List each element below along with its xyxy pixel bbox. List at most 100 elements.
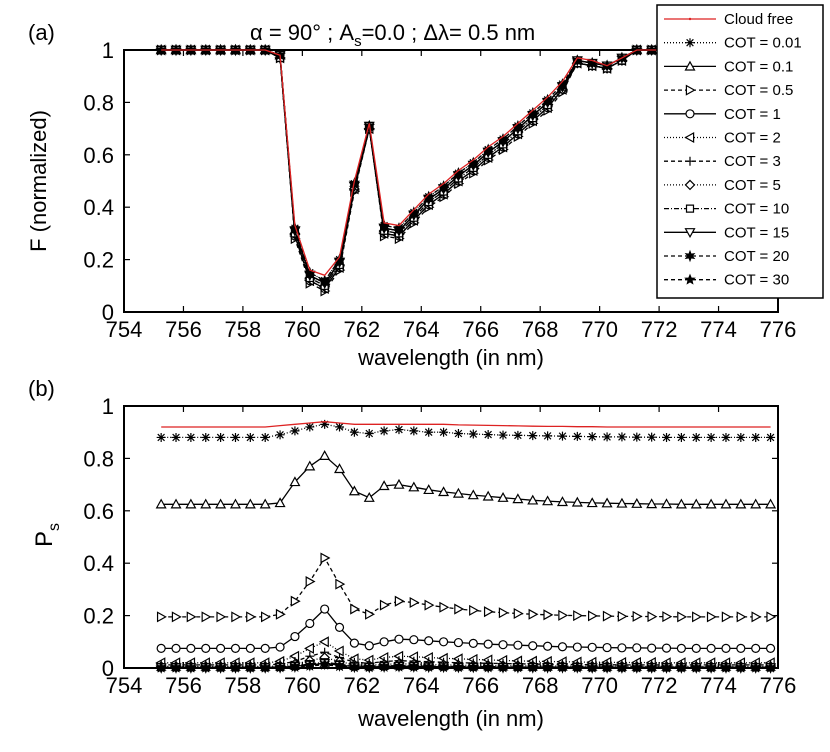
panel-b-point-cot-0-1 xyxy=(631,497,643,508)
panel-b-point-cot-0-01 xyxy=(216,432,226,442)
panel-b-point-cot-0-1 xyxy=(661,498,673,509)
panel-b-point-cot-0-01 xyxy=(468,429,478,439)
panel-b-point-cot-1 xyxy=(676,643,686,653)
panel-b-point-cot-1 xyxy=(528,641,538,651)
panel-b-point-cot-30 xyxy=(422,660,435,672)
panel-b-line-cloud-free xyxy=(161,421,771,428)
panel-b-xtick-label: 754 xyxy=(106,673,143,698)
panel-b-ytick-label: 0.8 xyxy=(83,446,114,471)
legend-label: COT = 1 xyxy=(724,106,781,123)
panel-b-point-cot-0-01 xyxy=(766,432,776,442)
panel-b-point-cot-1 xyxy=(498,640,508,650)
panel-b-point-cot-1 xyxy=(736,643,746,653)
legend-marker-sample xyxy=(685,84,696,96)
panel-a-point-cot-30 xyxy=(512,119,524,131)
panel-b-point-cot-30 xyxy=(541,661,554,673)
panel-b-point-cot-0-5 xyxy=(261,611,271,623)
panel-b-point-cot-1 xyxy=(557,642,568,652)
panel-b-point-cot-1 xyxy=(543,641,553,651)
panel-b-point-cot-0-5 xyxy=(588,610,598,622)
panel-b-point-cot-30 xyxy=(318,658,331,670)
panel-b-point-cot-0-1 xyxy=(452,487,464,498)
panel-b-point-cot-30 xyxy=(348,661,361,673)
panel-b-ylabel-main: P xyxy=(31,531,58,547)
panel-b-point-cot-0-1 xyxy=(334,463,346,474)
panel-b-point-cot-0-01 xyxy=(453,429,463,439)
panel-b-point-cot-0-1 xyxy=(363,491,375,502)
panel-b-point-cot-2 xyxy=(318,636,329,648)
panel-a-point-cot-30 xyxy=(333,253,346,265)
panel-b-point-cot-0-1 xyxy=(274,497,286,508)
panel-b-point-cot-0-1 xyxy=(215,498,227,509)
panel-b-point-cot-0-5 xyxy=(335,578,346,590)
panel-b-point-cot-30 xyxy=(527,661,539,673)
panel-b-xtick-label: 760 xyxy=(284,673,321,698)
panel-b-xtick-label: 772 xyxy=(641,673,678,698)
panel-b-point-cot-0-5 xyxy=(677,611,688,623)
legend-marker-sample xyxy=(684,228,696,239)
panel-b-point-cot-0-01 xyxy=(676,432,686,442)
panel-a-xtick-label: 766 xyxy=(462,317,499,342)
panel-b-xtick-label: 774 xyxy=(700,673,737,698)
legend-marker-sample xyxy=(685,109,695,119)
panel-a-title-sub: s xyxy=(354,33,362,50)
panel-a-ytick-label: 1 xyxy=(102,38,114,63)
panel-b-point-cot-30 xyxy=(244,661,257,673)
panel-b-point-cot-1 xyxy=(230,643,241,653)
panel-b-point-cot-1 xyxy=(751,643,761,653)
panel-b-point-cot-0-01 xyxy=(513,430,523,440)
panel-b-point-cot-0-5 xyxy=(171,611,182,623)
panel-b-point-cot-30 xyxy=(170,661,182,673)
panel-b-xtick-label: 768 xyxy=(522,673,559,698)
panel-b-point-cot-1 xyxy=(171,643,181,653)
panel-a-point-cot-30 xyxy=(467,156,480,168)
panel-b-point-cot-1 xyxy=(468,638,478,648)
panel-b-point-cot-0-1 xyxy=(408,481,420,492)
panel-a-point-cot-30 xyxy=(556,78,569,89)
panel-a-ytick-label: 0.6 xyxy=(83,143,114,168)
panel-b-point-cot-0-01 xyxy=(662,432,672,442)
panel-b-point-cot-30 xyxy=(303,659,316,671)
panel-b-point-cot-2 xyxy=(304,642,314,654)
legend-box xyxy=(656,4,824,299)
legend-label: COT = 3 xyxy=(724,153,781,170)
panel-a-ytick-label: 0.4 xyxy=(83,195,114,220)
panel-b-point-cot-0-01 xyxy=(305,422,315,432)
panel-b-point-cot-1 xyxy=(617,643,627,653)
panel-b-point-cot-30 xyxy=(229,661,242,673)
panel-b-point-cot-30 xyxy=(274,661,286,673)
legend-item-cot-5: COT = 5 xyxy=(664,177,781,194)
panel-b-point-cot-0-1 xyxy=(200,498,212,509)
panel-b-point-cot-0-1 xyxy=(155,498,167,509)
panel-b-point-cot-0-5 xyxy=(602,610,613,622)
panel-b-ytick-label: 0 xyxy=(102,656,114,681)
panel-b-series-cloud-free xyxy=(161,421,771,428)
panel-b-point-cot-1 xyxy=(320,604,330,614)
legend-label: COT = 15 xyxy=(724,224,789,241)
panel-b-point-cot-1 xyxy=(572,642,582,652)
panel-b-point-cot-1 xyxy=(260,643,270,653)
panel-b-point-cot-0-1 xyxy=(601,497,613,508)
panel-b-point-cot-1 xyxy=(661,643,672,653)
panel-b-point-cot-0-01 xyxy=(557,431,567,441)
panel-b-point-cot-30 xyxy=(720,661,732,673)
panel-b-point-cot-1 xyxy=(483,639,493,649)
panel-b-point-cot-0-1 xyxy=(527,494,539,505)
panel-a-point-cot-30 xyxy=(541,93,554,105)
panel-b-point-cot-0-5 xyxy=(721,611,732,623)
panel-b-xtick-label: 758 xyxy=(225,673,262,698)
panel-b-point-cot-0-5 xyxy=(216,611,227,623)
panel-b-point-cot-0-01 xyxy=(186,432,196,442)
panel-b-point-cot-0-1 xyxy=(259,498,271,509)
panel-b-point-cot-1 xyxy=(394,634,404,644)
panel-b-point-cot-0-01 xyxy=(543,431,553,441)
panel-b-point-cot-0-1 xyxy=(646,498,658,509)
panel-b-point-cot-0-01 xyxy=(602,432,612,442)
panel-b-point-cot-1 xyxy=(691,643,701,653)
panel-b-point-cot-1 xyxy=(438,637,449,647)
panel-b-ytick-label: 0.4 xyxy=(83,551,114,576)
panel-b-ytick-label: 0.2 xyxy=(83,604,114,629)
panel-b-point-cot-30 xyxy=(735,661,747,673)
panel-b-point-cot-1 xyxy=(632,643,642,653)
panel-b-point-cot-30 xyxy=(259,661,271,673)
